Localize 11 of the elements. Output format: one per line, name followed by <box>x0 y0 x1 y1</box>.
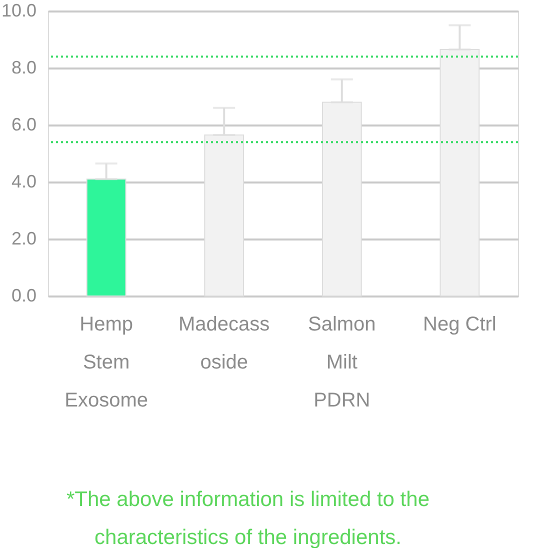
x-tick-label: Salmon Milt PDRN <box>308 314 376 412</box>
y-tick-label: 4.0 <box>11 172 36 192</box>
y-tick-label: 2.0 <box>11 228 36 248</box>
y-tick-label: 6.0 <box>11 114 36 134</box>
x-tick-label: Hemp Stem Exosome <box>64 314 148 412</box>
x-tick-label: Neg Ctrl <box>423 314 496 336</box>
y-tick-label: 10.0 <box>1 0 36 20</box>
text: *The above information is limited to the characteristics of the ingredients. <box>66 488 430 549</box>
y-tick-label: 8.0 <box>11 58 36 78</box>
x-tick-label: Madecassoside <box>178 314 270 374</box>
y-tick-label: 0.0 <box>11 286 36 306</box>
